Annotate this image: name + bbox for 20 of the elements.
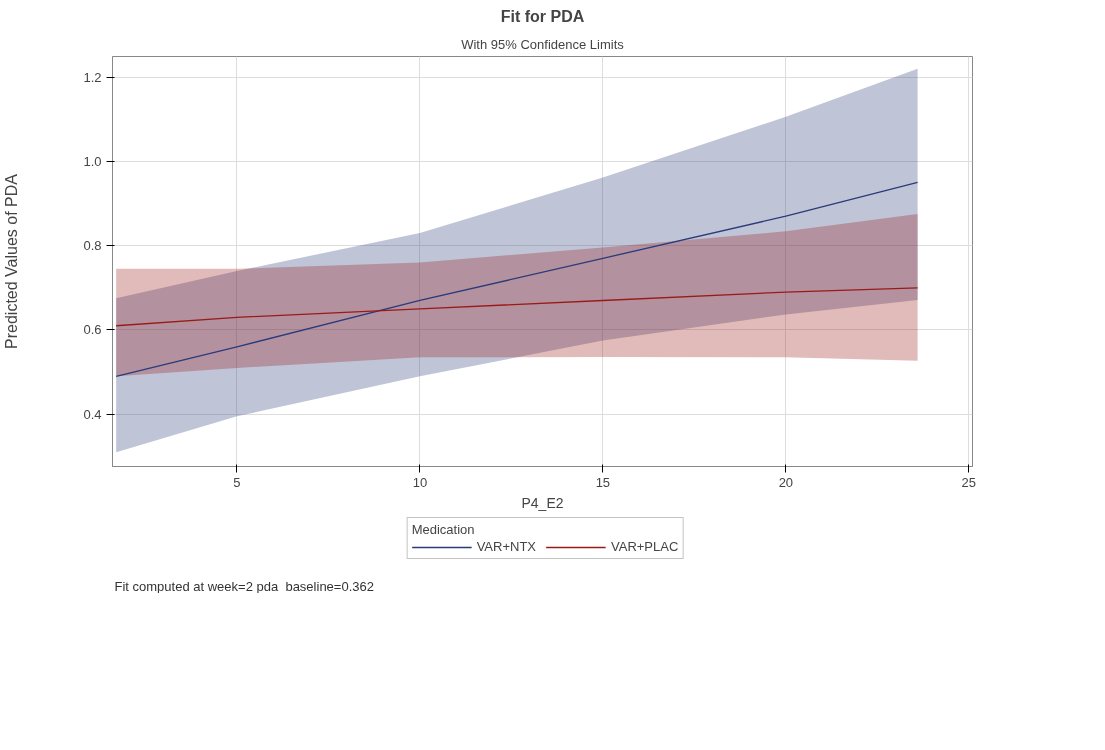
y-axis-title: Predicted Values of PDA bbox=[3, 173, 21, 349]
y-tick-label: 1.0 bbox=[83, 153, 102, 169]
x-tick-label: 15 bbox=[595, 474, 611, 490]
x-tick-label: 5 bbox=[233, 474, 241, 490]
chart-subtitle: With 95% Confidence Limits bbox=[461, 36, 625, 52]
line-series bbox=[115, 181, 919, 377]
text: Fit computed at week=2 pda_baseline=0.362 bbox=[114, 578, 374, 594]
legend-label: VAR+PLAC bbox=[611, 539, 679, 554]
y-tick-label: 0.8 bbox=[83, 238, 102, 254]
x-tick-label: 25 bbox=[961, 474, 977, 490]
x-tick-label: 20 bbox=[778, 474, 794, 490]
x-tick-label: 10 bbox=[412, 474, 428, 490]
legend-label: VAR+NTX bbox=[476, 539, 536, 554]
x-axis-title: P4_E2 bbox=[521, 494, 564, 511]
chart-title: Fit for PDA bbox=[500, 7, 585, 25]
line-series bbox=[115, 287, 919, 327]
y-tick-label: 0.6 bbox=[83, 322, 102, 338]
y-tick-label: 1.2 bbox=[83, 69, 102, 85]
legend-title: Medication bbox=[411, 522, 476, 537]
y-tick-label: 0.4 bbox=[83, 406, 102, 422]
